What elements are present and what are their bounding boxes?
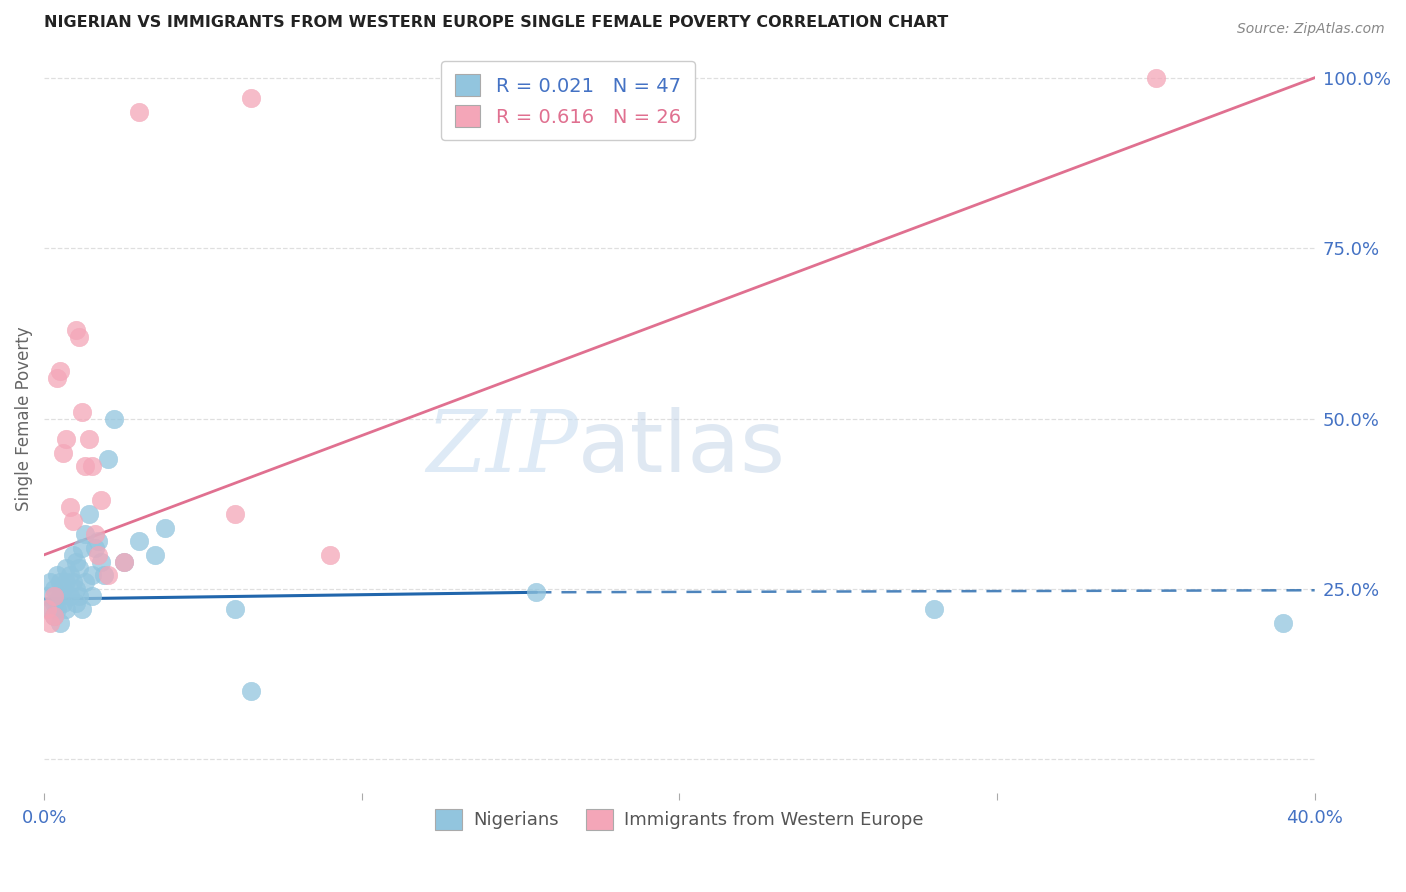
Point [75, 575, 97, 590]
Point [143, 548, 166, 562]
Point [90, 555, 112, 569]
Point [65, 582, 87, 596]
Point [67, 329, 90, 343]
Text: atlas: atlas [578, 407, 786, 490]
Point [42, 609, 65, 624]
Point [45, 568, 67, 582]
Point [52, 445, 75, 459]
Point [224, 602, 246, 616]
Point [526, 585, 548, 599]
Point [45, 370, 67, 384]
Point [80, 568, 103, 582]
Point [55, 561, 77, 575]
Point [77, 507, 100, 521]
Point [67, 561, 90, 575]
Point [42, 595, 65, 609]
Point [93, 568, 115, 582]
Point [80, 589, 103, 603]
Point [77, 432, 100, 446]
Point [103, 411, 125, 425]
Point [52, 595, 75, 609]
Point [39, 602, 62, 616]
Point [1271, 615, 1294, 630]
Point [153, 520, 176, 534]
Point [224, 507, 246, 521]
Point [1144, 70, 1167, 85]
Point [49, 615, 72, 630]
Point [49, 589, 72, 603]
Point [84, 541, 107, 555]
Point [75, 459, 97, 474]
Point [70, 541, 93, 555]
Point [55, 432, 77, 446]
Point [87, 548, 110, 562]
Point [70, 405, 93, 419]
Point [80, 459, 103, 474]
Point [45, 602, 67, 616]
Point [75, 527, 97, 541]
Point [42, 582, 65, 596]
Point [128, 534, 150, 549]
Point [87, 534, 110, 549]
Point [90, 493, 112, 508]
Text: ZIP: ZIP [426, 407, 578, 490]
Point [112, 555, 135, 569]
Point [65, 555, 87, 569]
Point [52, 582, 75, 596]
Point [84, 527, 107, 541]
Point [239, 684, 262, 698]
Y-axis label: Single Female Poverty: Single Female Poverty [15, 326, 32, 511]
Point [62, 548, 84, 562]
Point [58, 500, 80, 515]
Text: Source: ZipAtlas.com: Source: ZipAtlas.com [1237, 22, 1385, 37]
Point [97, 568, 120, 582]
Point [49, 575, 72, 590]
Point [65, 595, 87, 609]
Point [319, 548, 342, 562]
Point [39, 615, 62, 630]
Point [239, 91, 262, 105]
Point [922, 602, 945, 616]
Legend: Nigerians, Immigrants from Western Europe: Nigerians, Immigrants from Western Europ… [429, 802, 931, 837]
Point [55, 602, 77, 616]
Point [58, 589, 80, 603]
Point [37, 602, 59, 616]
Point [42, 589, 65, 603]
Point [37, 589, 59, 603]
Point [62, 514, 84, 528]
Point [67, 589, 90, 603]
Point [58, 568, 80, 582]
Point [62, 575, 84, 590]
Point [42, 609, 65, 624]
Point [55, 575, 77, 590]
Point [65, 323, 87, 337]
Point [112, 555, 135, 569]
Point [70, 602, 93, 616]
Point [128, 104, 150, 119]
Point [39, 575, 62, 590]
Text: NIGERIAN VS IMMIGRANTS FROM WESTERN EUROPE SINGLE FEMALE POVERTY CORRELATION CHA: NIGERIAN VS IMMIGRANTS FROM WESTERN EURO… [44, 15, 949, 30]
Point [49, 364, 72, 378]
Point [97, 452, 120, 467]
